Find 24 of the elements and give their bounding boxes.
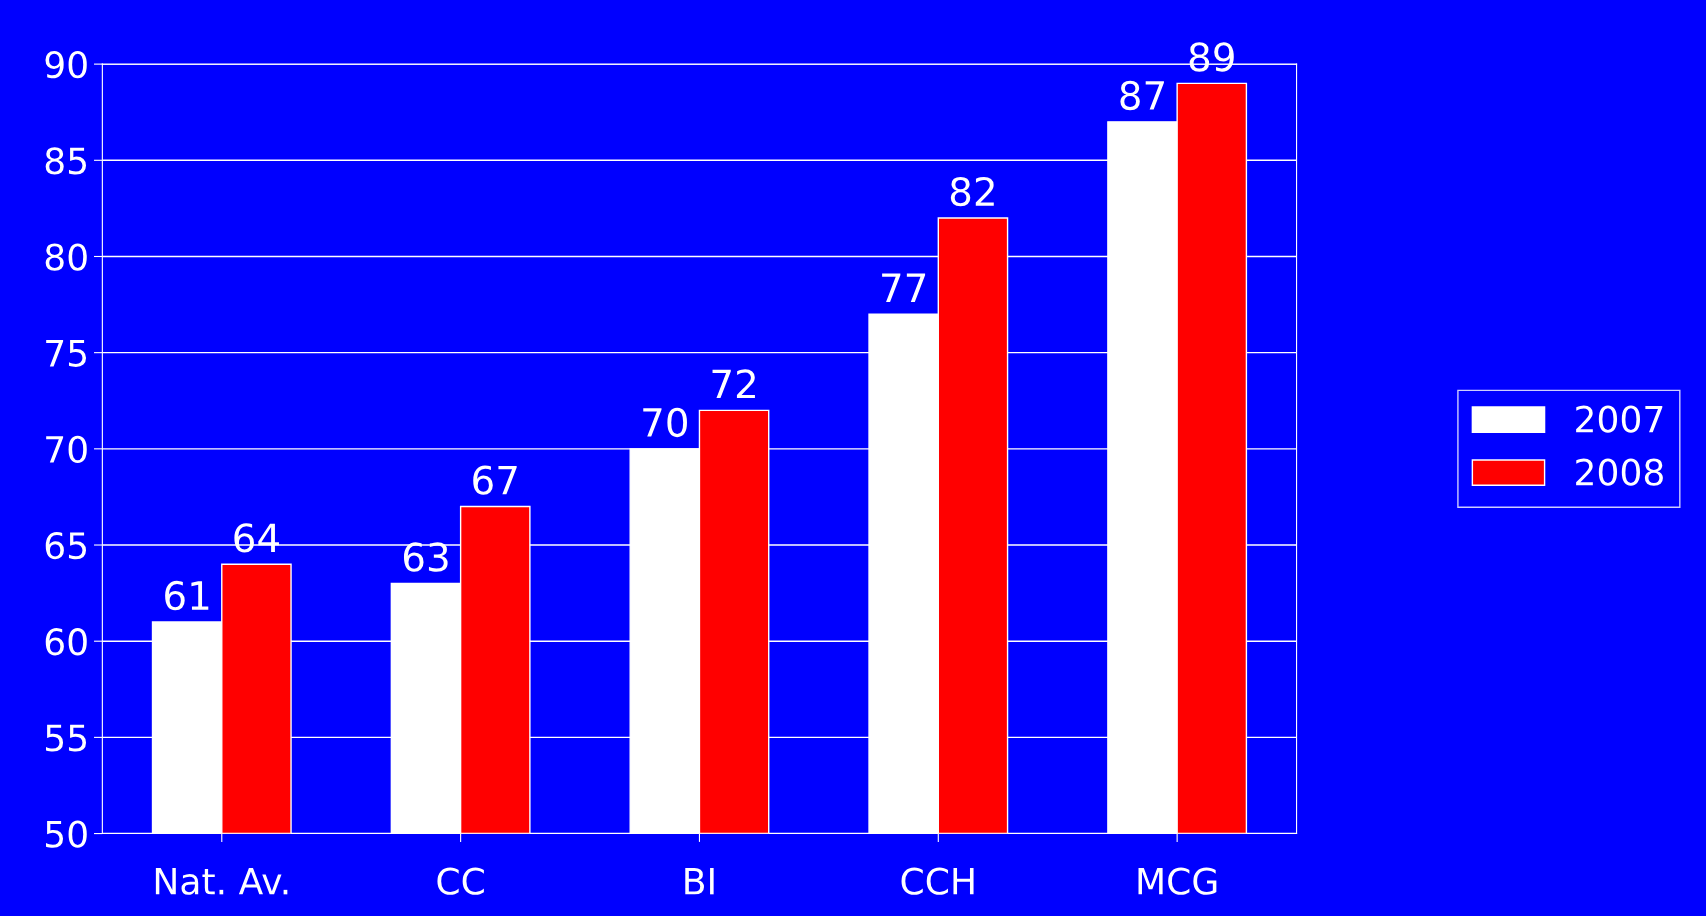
data-label: 72	[712, 369, 755, 399]
data-label: 70	[643, 407, 687, 438]
y-tick-label: 50	[46, 820, 87, 848]
x-tick-label: CC	[437, 867, 484, 895]
y-tick-label: 75	[46, 340, 87, 367]
legend-label: 2008	[1576, 458, 1663, 486]
data-label: 82	[950, 176, 994, 207]
x-tick-label: CCH	[901, 867, 974, 895]
y-tick-label: 90	[45, 51, 87, 79]
y-tick-label: 70	[46, 435, 87, 464]
data-label: 67	[473, 465, 517, 495]
y-tick-label: 55	[46, 724, 87, 752]
data-label: 77	[882, 273, 926, 302]
legend-label: 2007	[1576, 405, 1663, 433]
data-label: 87	[1120, 80, 1164, 111]
y-tick-label: 60	[45, 628, 87, 656]
x-tick-label: BI	[685, 868, 714, 895]
y-tick-label: 65	[45, 531, 87, 560]
data-label: 63	[403, 542, 448, 572]
y-tick-label: 85	[45, 147, 87, 175]
data-label: 61	[165, 580, 209, 611]
y-tick-label: 80	[45, 243, 87, 271]
x-tick-label: MCG	[1138, 867, 1217, 895]
x-tick-label: Nat. Av.	[155, 868, 288, 895]
